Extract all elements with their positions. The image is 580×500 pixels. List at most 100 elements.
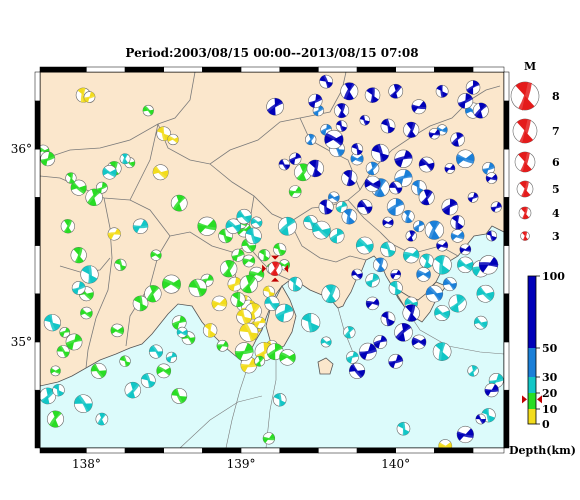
focal-mechanism: [227, 276, 243, 292]
focal-mechanism: [239, 322, 259, 342]
focal-mechanism: [411, 99, 427, 115]
focal-mechanism: [459, 243, 472, 256]
focal-mechanism: [485, 172, 498, 184]
frame-bar-right: [503, 71, 510, 102]
focal-mechanism: [351, 268, 363, 281]
focal-mechanism: [165, 351, 178, 363]
focal-mechanism: [486, 230, 498, 242]
focal-mechanism: [371, 143, 390, 163]
focal-mechanism: [253, 316, 266, 329]
magnitude-legend-symbol: [516, 180, 534, 198]
focal-mechanism: [156, 126, 172, 142]
latest-event-mechanism: [267, 261, 283, 276]
focal-mechanism: [74, 394, 93, 413]
depth-band: [528, 377, 536, 393]
focal-mechanism: [388, 280, 403, 296]
magnitude-legend-label: 7: [552, 125, 560, 138]
focal-mechanism: [467, 191, 479, 203]
frame-bar-bottom: [395, 447, 435, 454]
focal-mechanism: [348, 362, 366, 379]
focal-mechanism: [287, 276, 303, 292]
focal-mechanism: [424, 220, 445, 240]
focal-mechanism: [188, 278, 207, 298]
focal-mechanism: [402, 304, 420, 322]
depth-tick-label: 10: [542, 403, 558, 416]
focal-mechanism: [220, 260, 238, 278]
x-tick-label: 138°: [72, 457, 101, 471]
x-tick-label: 140°: [381, 457, 410, 471]
focal-mechanism: [211, 295, 228, 312]
focal-mechanism: [234, 342, 254, 361]
focal-mechanism: [171, 315, 187, 330]
frame-bar-top: [86, 66, 126, 73]
depth-band: [528, 276, 536, 348]
magnitude-legend-title: M: [524, 60, 536, 73]
frame-bar-right: [503, 148, 510, 198]
focal-mechanism: [264, 295, 280, 311]
focal-mechanism: [403, 247, 420, 264]
focal-mechanism: [490, 201, 502, 213]
focal-mechanism: [176, 326, 188, 338]
focal-mechanism: [475, 413, 487, 425]
focal-mechanism: [351, 143, 364, 156]
frame-bar-right: [503, 293, 510, 343]
depth-tick-label: 0: [542, 418, 550, 431]
focal-mechanism: [390, 269, 402, 280]
frame-bar-right: [503, 245, 510, 294]
focal-mechanism: [432, 254, 452, 275]
focal-mechanism: [171, 387, 188, 404]
focal-mechanism: [80, 265, 99, 284]
focal-mechanism: [119, 355, 131, 367]
focal-mechanism: [132, 295, 149, 312]
frame-bar-left: [34, 341, 41, 391]
focal-mechanism: [364, 87, 381, 103]
frame-bar-top: [39, 66, 87, 73]
depth-marker-left: [522, 395, 527, 404]
focal-mechanism: [119, 153, 131, 165]
focal-mechanism: [167, 133, 179, 146]
y-tick-label: 36°: [11, 142, 32, 156]
frame-bar-bottom: [124, 447, 164, 454]
frame-bar-right: [503, 100, 510, 150]
focal-mechanism: [329, 228, 345, 244]
y-tick-label: 35°: [11, 335, 32, 349]
focal-mechanism: [457, 256, 474, 274]
focal-mechanism: [266, 97, 284, 116]
depth-tick-label: 20: [542, 387, 558, 400]
frame-bar-top: [472, 66, 505, 73]
focal-mechanism: [71, 281, 86, 295]
focal-mechanism: [40, 151, 56, 167]
magnitude-legend-label: 3: [552, 230, 560, 243]
focal-mechanism: [365, 161, 380, 176]
focal-mechanism: [301, 313, 321, 333]
focal-mechanism: [386, 198, 405, 216]
frame-bar-right: [503, 389, 510, 449]
depth-marker-right: [537, 395, 542, 404]
focal-mechanisms: [40, 74, 504, 448]
latest-event-marker-right: [284, 264, 289, 273]
focal-mechanism: [364, 175, 381, 192]
focal-mechanism: [382, 216, 394, 229]
focal-mechanism: [161, 274, 181, 294]
focal-mechanism: [90, 362, 107, 379]
magnitude-legend-symbol: [512, 118, 538, 144]
focal-mechanism: [70, 247, 87, 264]
focal-mechanism: [321, 284, 341, 304]
focal-mechanism: [80, 306, 93, 320]
focal-mechanism: [373, 335, 388, 349]
focal-mechanism: [273, 393, 287, 407]
focal-mechanism: [418, 156, 435, 173]
focal-mechanism: [335, 201, 348, 213]
focal-mechanism: [262, 285, 275, 298]
focal-mechanism: [278, 158, 291, 171]
focal-mechanism: [450, 229, 465, 243]
focal-mechanism: [450, 215, 465, 230]
focal-mechanism: [278, 216, 297, 236]
frame-bar-bottom: [434, 447, 474, 454]
frame-bar-bottom: [202, 447, 242, 454]
magnitude-legend: M 8 7 6 5 4 3: [510, 60, 560, 243]
focal-mechanism: [324, 129, 344, 150]
latest-event-marker-left: [262, 264, 267, 273]
focal-mechanism: [413, 220, 425, 233]
